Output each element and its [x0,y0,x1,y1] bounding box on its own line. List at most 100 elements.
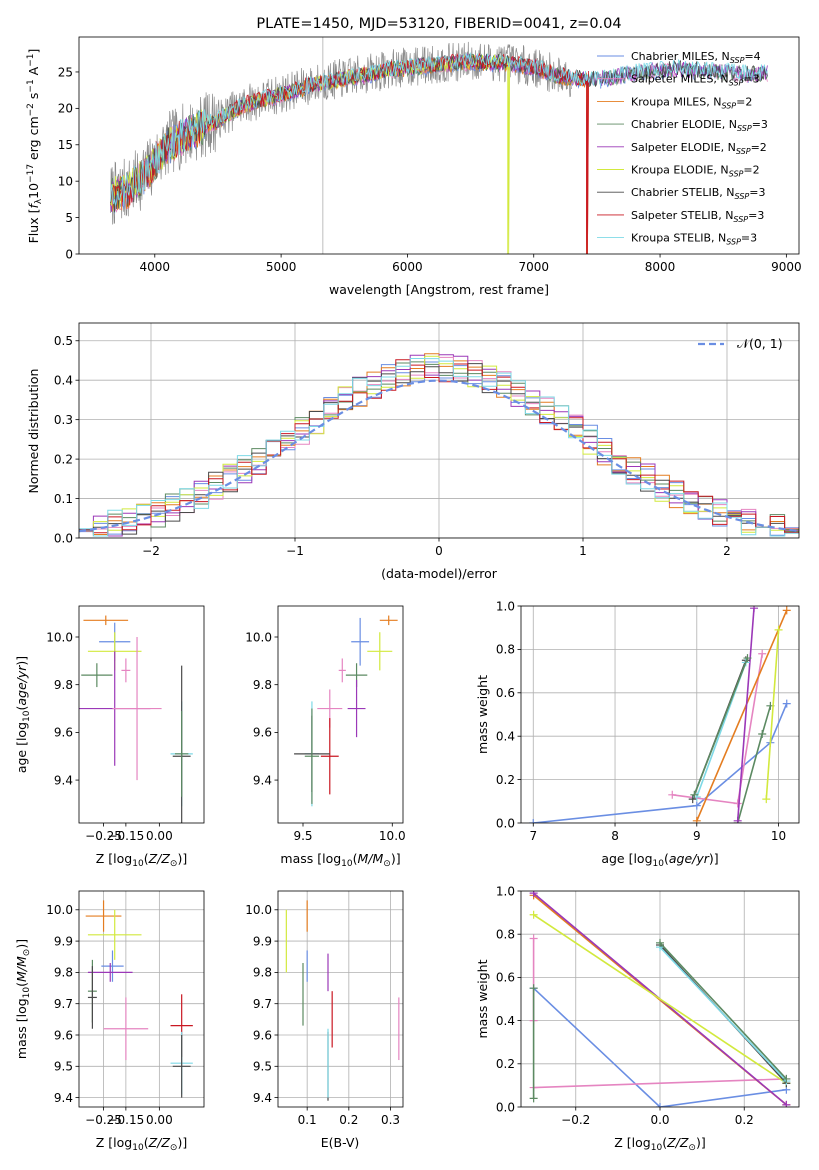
label-part: ( [662,1135,667,1150]
data-layer [294,615,398,807]
y-tick-label: 9.6 [54,726,73,740]
series-marker [743,654,752,663]
y-tick-label: 0.1 [54,492,73,506]
label-part: f [26,203,41,209]
y-tick-label: 9.4 [54,1091,73,1105]
label-part: age/yr [14,665,29,706]
label-part: age [log [14,722,29,773]
x-tick-label: 9.5 [293,829,312,843]
y-tick-label: 5 [65,211,73,225]
y-tick-label: 9.8 [253,678,272,692]
series-line [693,657,749,796]
model-spectrum-kroupa-miles [110,54,589,254]
spectrum-panel: 4000 5000 6000 7000 8000 9000 0 5 10 15 20 25 Chabri… [26,36,802,297]
series-marker [529,910,538,919]
series-line [533,1078,787,1089]
x-tick-label: 4000 [140,260,171,274]
label-part: 10 [22,987,32,999]
label-part: )] [696,1135,706,1150]
label-part: Z [log [96,1135,132,1150]
y-tick-label: 0 [65,247,73,261]
y-tick-label: 9.8 [253,966,272,980]
label-part: 10 [653,859,665,869]
label-part: Z/Z [148,1135,171,1150]
data-layer [110,37,768,254]
histogram-kroupa-stelib [79,358,799,537]
plot-area [521,606,799,823]
series-marker [690,790,699,799]
label-part: ⊙ [383,859,391,869]
legend-label-tail: =3 [748,209,764,222]
legend-label-tail: =2 [736,95,752,108]
series-marker [774,625,783,634]
label-part: mass [log [280,851,341,866]
age-vs-mass-panel: 9.5 10.0 9.4 9.6 9.8 10.0 mass [log10(M/M⊙)] [245,605,406,869]
series-marker [529,1094,538,1103]
x-tick-label: −0.2 [561,1113,590,1127]
y-axis-label: mass weight [475,959,490,1038]
y-tick-label: 9.4 [253,1091,272,1105]
y-tick-label: 25 [58,65,73,79]
label-part: Flux [ [26,209,41,244]
massweight-vs-metallicity-panel: −0.2 0.0 0.2 0.0 0.2 0.4 0.6 0.8 1.0 mass weight Z… [475,884,800,1153]
legend-label-main: Salpeter MILES, N [631,73,729,86]
legend-label-main: Salpeter STELIB, N [631,209,733,222]
label-part: ( [144,1135,149,1150]
legend-label: Chabrier MILES, NSSP=4 [631,50,761,65]
gaussian-curve [79,379,799,533]
label-part: −2 [26,103,36,116]
x-tick-label: 7 [529,829,537,843]
series-marker [782,699,791,708]
series-marker [529,934,538,943]
legend-label-tail: =2 [743,164,759,177]
label-part: erg cm [26,116,41,164]
y-axis-label: mass [log10(M/M⊙)] [14,939,32,1059]
label-part: −1 [26,79,36,92]
x-tick-label: −0.25 [85,829,122,843]
plot-area [278,891,403,1107]
histogram-salpeter-elodie [79,354,799,537]
massweight-vs-age-panel: 7 8 9 10 0.0 0.2 0.4 0.6 0.8 1.0 mass weight age [l… [475,599,800,869]
x-tick-label: 0.0 [650,1113,669,1127]
x-tick-label: −2 [142,544,160,558]
y-tick-label: 0.4 [496,1014,515,1028]
x-tick-label: 0.00 [146,829,173,843]
label-part: )] [709,851,719,866]
label-part: ( [144,851,149,866]
legend-label-sub: SSP [736,147,751,156]
label-part: 10 [132,1143,144,1153]
legend-label: Kroupa MILES, NSSP=2 [631,95,752,110]
y-axis-label: mass weight [475,675,490,754]
y-tick-label: 9.4 [54,773,73,787]
legend-label-main: Kroupa STELIB, N [631,232,726,245]
label-part: 10 [132,859,144,869]
y-tick-label: 0.2 [54,452,73,466]
legend-label-main: Salpeter ELODIE, N [631,141,736,154]
y-tick-label: 0.0 [54,531,73,545]
legend-label: Salpeter MILES, NSSP=3 [631,73,760,88]
series-marker [782,1074,791,1083]
mass-vs-metallicity-panel: −0.25 0.00−0.15 9.4 9.5 9.6 9.7 9.8 9.9 10.0 Z [l… [14,890,205,1153]
legend-label: Kroupa STELIB, NSSP=3 [631,232,757,247]
y-tick-label: 10.0 [245,903,272,917]
label-part: ⊙ [170,1143,178,1153]
y-tick-label: 0.4 [496,730,515,744]
series-marker [733,799,742,808]
plot-area [79,323,799,538]
axes-frame [520,890,800,1108]
x-tick-label: 6000 [392,260,423,274]
y-tick-label: 10.0 [46,630,73,644]
x-axis-label: (data-model)/error [381,566,498,581]
y-tick-label: 0.0 [496,816,515,830]
series-marker [750,606,759,613]
plot-area [521,891,799,1107]
axes-frame [78,322,800,539]
data-layer [529,891,791,1107]
label-part: Z [log [614,1135,650,1150]
legend-label-main: Kroupa MILES, N [631,95,721,108]
x-tick-label: −0.25 [85,1113,122,1127]
residuals-panel: −2 −1 0 1 2 0.0 0.1 0.2 0.3 0.4 0.5 𝒩(0, 1) (data-mo… [26,322,800,581]
series-marker [529,984,538,993]
x-axis-label: mass [log10(M/M⊙)] [280,851,400,869]
y-tick-label: 10.0 [245,630,272,644]
